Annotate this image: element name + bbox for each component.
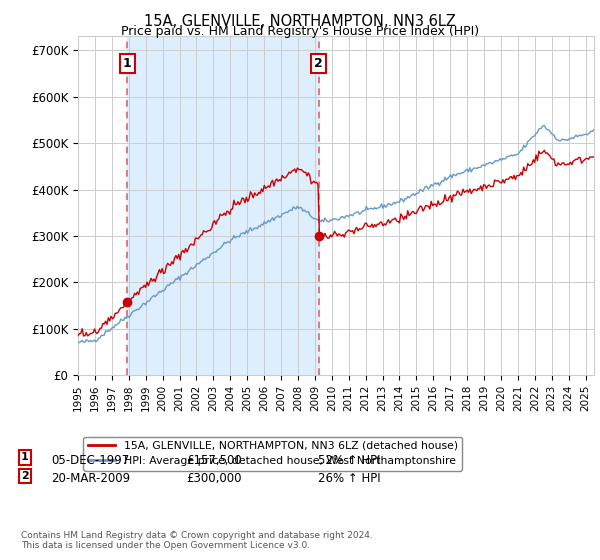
Legend: 15A, GLENVILLE, NORTHAMPTON, NN3 6LZ (detached house), HPI: Average price, detac: 15A, GLENVILLE, NORTHAMPTON, NN3 6LZ (de…	[83, 436, 462, 470]
Text: £157,500: £157,500	[186, 454, 242, 467]
Text: £300,000: £300,000	[186, 472, 241, 486]
Text: 2: 2	[21, 471, 29, 481]
Text: 1: 1	[123, 57, 132, 70]
Text: Price paid vs. HM Land Registry's House Price Index (HPI): Price paid vs. HM Land Registry's House …	[121, 25, 479, 38]
Text: 20-MAR-2009: 20-MAR-2009	[51, 472, 130, 486]
Text: 26% ↑ HPI: 26% ↑ HPI	[318, 472, 380, 486]
Text: 2: 2	[314, 57, 323, 70]
Bar	[127, 36, 319, 375]
Text: 52% ↑ HPI: 52% ↑ HPI	[318, 454, 380, 467]
Text: Contains HM Land Registry data © Crown copyright and database right 2024.
This d: Contains HM Land Registry data © Crown c…	[21, 530, 373, 550]
Text: 05-DEC-1997: 05-DEC-1997	[51, 454, 129, 467]
Text: 1: 1	[21, 452, 29, 463]
Text: 15A, GLENVILLE, NORTHAMPTON, NN3 6LZ: 15A, GLENVILLE, NORTHAMPTON, NN3 6LZ	[144, 14, 456, 29]
